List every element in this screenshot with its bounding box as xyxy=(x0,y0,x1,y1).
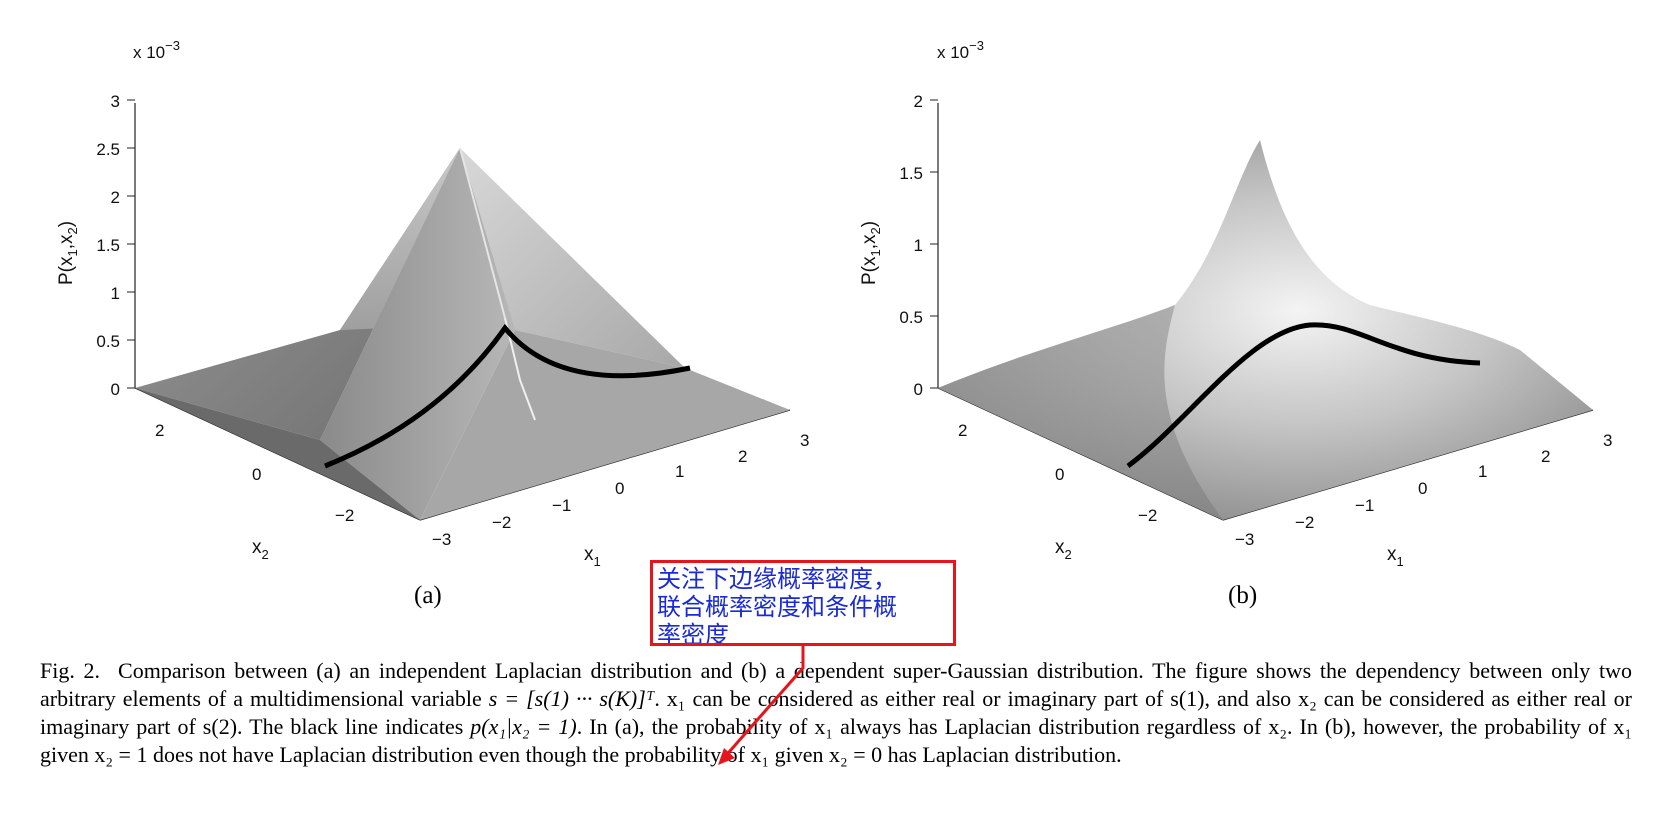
z-ticks: 0 0.5 1 1.5 2 xyxy=(899,92,938,399)
figure-caption: Fig. 2. Comparison between (a) an indepen… xyxy=(40,657,1632,769)
svg-text:3: 3 xyxy=(800,431,809,450)
svg-text:2: 2 xyxy=(1541,447,1550,466)
x1-ticks: −3 −2 −1 0 1 2 3 xyxy=(432,431,809,549)
x1-ticks: −3 −2 −1 0 1 2 3 xyxy=(1235,431,1612,549)
annotation-note: 关注下边缘概率密度， 联合概率密度和条件概 率密度 xyxy=(650,560,956,646)
annotation-line-3: 率密度 xyxy=(657,621,729,646)
svg-text:−2: −2 xyxy=(335,506,354,525)
svg-text:−1: −1 xyxy=(552,496,571,515)
z-axis-label: P(x1,x2) xyxy=(859,221,883,285)
x1-axis-label: x1 xyxy=(1387,544,1404,569)
surface-plot-b: x 10−3 0 0.5 1 1.5 2 P(x1,x2) −3 −2 −1 0… xyxy=(859,38,1612,569)
svg-text:0: 0 xyxy=(1418,479,1427,498)
caption-conditional: p(x₁|x₂ = 1) xyxy=(470,714,577,739)
svg-text:2: 2 xyxy=(738,447,747,466)
svg-text:3: 3 xyxy=(111,92,120,111)
svg-text:2: 2 xyxy=(958,421,967,440)
svg-text:−3: −3 xyxy=(1235,530,1254,549)
surface-plot-a: x 10−3 0 0.5 1 1.5 2 2.5 3 P(x1,x2) xyxy=(56,38,809,569)
svg-text:0: 0 xyxy=(1055,465,1064,484)
svg-text:1.5: 1.5 xyxy=(96,236,120,255)
z-axis-label: P(x1,x2) xyxy=(56,221,80,285)
svg-text:2.5: 2.5 xyxy=(96,140,120,159)
svg-text:1: 1 xyxy=(111,284,120,303)
svg-text:−2: −2 xyxy=(492,513,511,532)
figure-number: Fig. 2. xyxy=(40,658,101,683)
annotation-line-1: 关注下边缘概率密度， xyxy=(657,565,897,593)
x2-ticks: −2 0 2 xyxy=(155,421,354,525)
svg-text:0: 0 xyxy=(252,465,261,484)
svg-text:2: 2 xyxy=(914,92,923,111)
conditional-line-b xyxy=(1126,322,1481,469)
svg-text:−3: −3 xyxy=(432,530,451,549)
svg-text:−2: −2 xyxy=(1295,513,1314,532)
caption-vector: s = [s(1) ··· s(K)]ᵀ xyxy=(488,686,655,711)
subfigure-label-a: (a) xyxy=(414,582,442,609)
svg-text:0: 0 xyxy=(615,479,624,498)
svg-text:1: 1 xyxy=(675,462,684,481)
svg-text:−1: −1 xyxy=(1355,496,1374,515)
caption-text-2: . x₁ can be considered as either real or… xyxy=(40,686,1632,739)
svg-text:0: 0 xyxy=(914,380,923,399)
svg-text:0.5: 0.5 xyxy=(96,332,120,351)
svg-text:0.5: 0.5 xyxy=(899,308,923,327)
x2-axis-label: x2 xyxy=(252,537,269,562)
svg-text:3: 3 xyxy=(1603,431,1612,450)
panel-a: x 10−3 0 0.5 1 1.5 2 2.5 3 P(x1,x2) xyxy=(0,0,820,600)
x1-axis-label: x1 xyxy=(584,544,601,569)
annotation-line-2: 联合概率密度和条件概 xyxy=(657,593,897,621)
caption-text-1: Comparison between (a) an independent La… xyxy=(40,658,1632,711)
x2-ticks: −2 0 2 xyxy=(958,421,1157,525)
z-scale-label: x 10−3 xyxy=(937,38,984,62)
svg-text:−2: −2 xyxy=(1138,506,1157,525)
z-scale-label: x 10−3 xyxy=(133,38,180,62)
svg-text:2: 2 xyxy=(155,421,164,440)
svg-text:1.5: 1.5 xyxy=(899,164,923,183)
surface-b xyxy=(938,140,1593,520)
conditional-line-a xyxy=(324,323,691,469)
panel-b: x 10−3 0 0.5 1 1.5 2 P(x1,x2) −3 −2 −1 0… xyxy=(830,0,1650,600)
x2-axis-label: x2 xyxy=(1055,537,1072,562)
subfigure-label-b: (b) xyxy=(1228,582,1258,609)
svg-text:0: 0 xyxy=(111,380,120,399)
svg-text:1: 1 xyxy=(914,236,923,255)
svg-text:1: 1 xyxy=(1478,462,1487,481)
svg-text:2: 2 xyxy=(111,188,120,207)
surface-a xyxy=(135,147,790,520)
z-ticks: 0 0.5 1 1.5 2 2.5 3 xyxy=(96,92,135,399)
